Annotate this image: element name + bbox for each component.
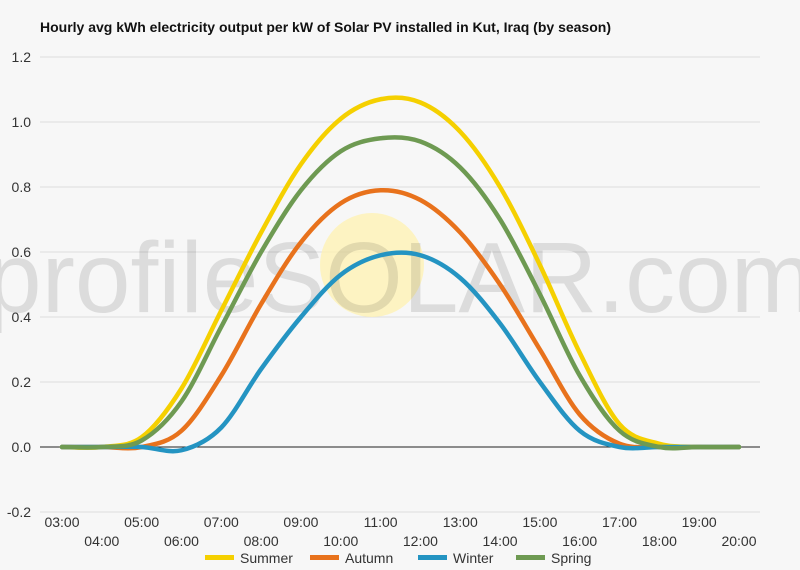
x-tick-label: 18:00: [642, 533, 677, 549]
x-tick-label: 06:00: [164, 533, 199, 549]
sun-logo-icon: [320, 213, 424, 317]
legend-swatch: [418, 555, 447, 560]
y-tick-label: -0.2: [7, 504, 31, 520]
x-tick-label: 15:00: [522, 514, 557, 530]
y-tick-label: 0.8: [12, 179, 32, 195]
x-tick-label: 07:00: [204, 514, 239, 530]
y-tick-label: 1.2: [12, 49, 32, 65]
series-line-winter: [59, 250, 742, 454]
x-tick-label: 13:00: [443, 514, 478, 530]
legend: Summer Autumn Winter Spring: [205, 550, 591, 566]
y-tick-label: 0.0: [12, 439, 32, 455]
x-tick-label: 11:00: [364, 514, 398, 530]
legend-item-summer: Summer: [205, 550, 293, 566]
legend-item-winter: Winter: [418, 550, 494, 566]
x-tick-label: 09:00: [283, 514, 318, 530]
series-line-summer: [59, 95, 742, 450]
legend-item-spring: Spring: [516, 550, 591, 566]
legend-label: Summer: [240, 550, 293, 566]
watermark: profileSOLAR.com: [0, 213, 800, 334]
y-tick-label: 0.2: [12, 374, 32, 390]
x-tick-label: 12:00: [403, 533, 438, 549]
legend-swatch: [516, 555, 545, 560]
x-tick-label: 20:00: [721, 533, 756, 549]
legend-item-autumn: Autumn: [310, 550, 393, 566]
x-tick-label: 14:00: [483, 533, 518, 549]
x-tick-label: 16:00: [562, 533, 597, 549]
series-line-autumn: [59, 187, 742, 451]
x-tick-label: 08:00: [244, 533, 279, 549]
series-line-spring: [59, 135, 742, 451]
x-tick-label: 03:00: [44, 514, 79, 530]
x-tick-label: 04:00: [84, 533, 119, 549]
series-lines: [59, 95, 742, 454]
x-tick-label: 19:00: [682, 514, 717, 530]
legend-label: Winter: [453, 550, 494, 566]
y-tick-label: 0.4: [12, 309, 32, 325]
chart-title: Hourly avg kWh electricity output per kW…: [40, 19, 611, 35]
x-tick-label: 17:00: [602, 514, 637, 530]
watermark-text: profileSOLAR.com: [0, 222, 800, 334]
legend-label: Autumn: [345, 550, 393, 566]
y-axis-ticks: -0.2 0.0 0.2 0.4 0.6 0.8 1.0 1.2: [7, 49, 31, 520]
legend-swatch: [205, 555, 234, 560]
x-tick-label: 05:00: [124, 514, 159, 530]
legend-swatch: [310, 555, 339, 560]
legend-label: Spring: [551, 550, 591, 566]
y-tick-label: 0.6: [12, 244, 32, 260]
y-tick-label: 1.0: [12, 114, 32, 130]
x-tick-label: 10:00: [323, 533, 358, 549]
